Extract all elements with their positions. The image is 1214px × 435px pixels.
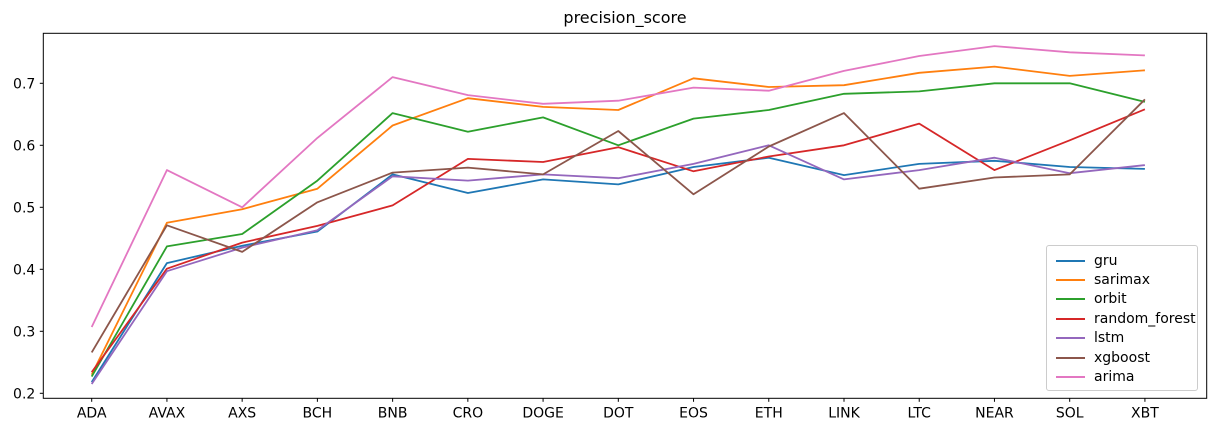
legend-item: random_forest xyxy=(1056,309,1197,328)
series-line-random_forest xyxy=(90,108,1146,373)
legend-item-label: lstm xyxy=(1094,330,1125,347)
x-tick-label: BNB xyxy=(378,405,408,421)
series-line-sarimax xyxy=(90,65,1145,376)
legend-line-swatch xyxy=(1056,337,1085,340)
x-tick-label: ADA xyxy=(77,405,107,421)
x-tick-label: CRO xyxy=(453,405,484,421)
series-line-gru xyxy=(90,156,1145,383)
legend-item-label: random_forest xyxy=(1094,310,1196,327)
legend-line-swatch xyxy=(1056,376,1085,379)
legend-item: orbit xyxy=(1056,290,1197,309)
axes-frame xyxy=(42,32,1208,399)
x-tick-label: XBT xyxy=(1131,405,1159,421)
legend-line-swatch xyxy=(1056,317,1085,320)
x-tick-label: LINK xyxy=(828,405,860,421)
x-tick-label: EOS xyxy=(679,405,708,421)
y-tick-label: 0.5 xyxy=(13,200,35,216)
legend-line-swatch xyxy=(1056,356,1085,359)
legend-line-swatch xyxy=(1056,279,1085,282)
x-tick-label: AXS xyxy=(228,405,256,421)
legend-line-swatch xyxy=(1056,298,1085,301)
legend-item: lstm xyxy=(1056,329,1197,348)
legend-item: xgboost xyxy=(1056,348,1197,367)
series-line-xgboost xyxy=(90,98,1146,353)
series-line-lstm xyxy=(90,144,1145,385)
y-tick-label: 0.7 xyxy=(13,76,35,92)
x-tick-label: LTC xyxy=(908,405,932,421)
series-line-arima xyxy=(90,45,1145,328)
legend-line-swatch xyxy=(1056,259,1085,262)
legend-item-label: orbit xyxy=(1094,291,1127,308)
x-tick-label: BCH xyxy=(303,405,333,421)
y-tick-label: 0.2 xyxy=(13,386,35,402)
x-tick-label: SOL xyxy=(1056,405,1084,421)
x-tick-label: DOGE xyxy=(522,405,564,421)
y-tick-label: 0.3 xyxy=(13,324,35,340)
legend-item: sarimax xyxy=(1056,270,1197,289)
y-tick-label: 0.6 xyxy=(13,138,35,154)
x-tick-label: AVAX xyxy=(149,405,186,421)
legend-item-label: arima xyxy=(1094,369,1135,386)
x-tick-label: NEAR xyxy=(975,405,1014,421)
legend-item: gru xyxy=(1056,251,1197,270)
legend-item-label: xgboost xyxy=(1094,349,1150,366)
x-tick-label: DOT xyxy=(603,405,634,421)
legend-item: arima xyxy=(1056,367,1197,386)
legend-item-label: gru xyxy=(1094,252,1118,269)
series-line-orbit xyxy=(90,82,1146,378)
y-tick-label: 0.4 xyxy=(13,262,35,278)
legend-item-label: sarimax xyxy=(1094,272,1151,289)
chart-title: precision_score xyxy=(563,8,687,27)
x-tick-label: ETH xyxy=(755,405,783,421)
